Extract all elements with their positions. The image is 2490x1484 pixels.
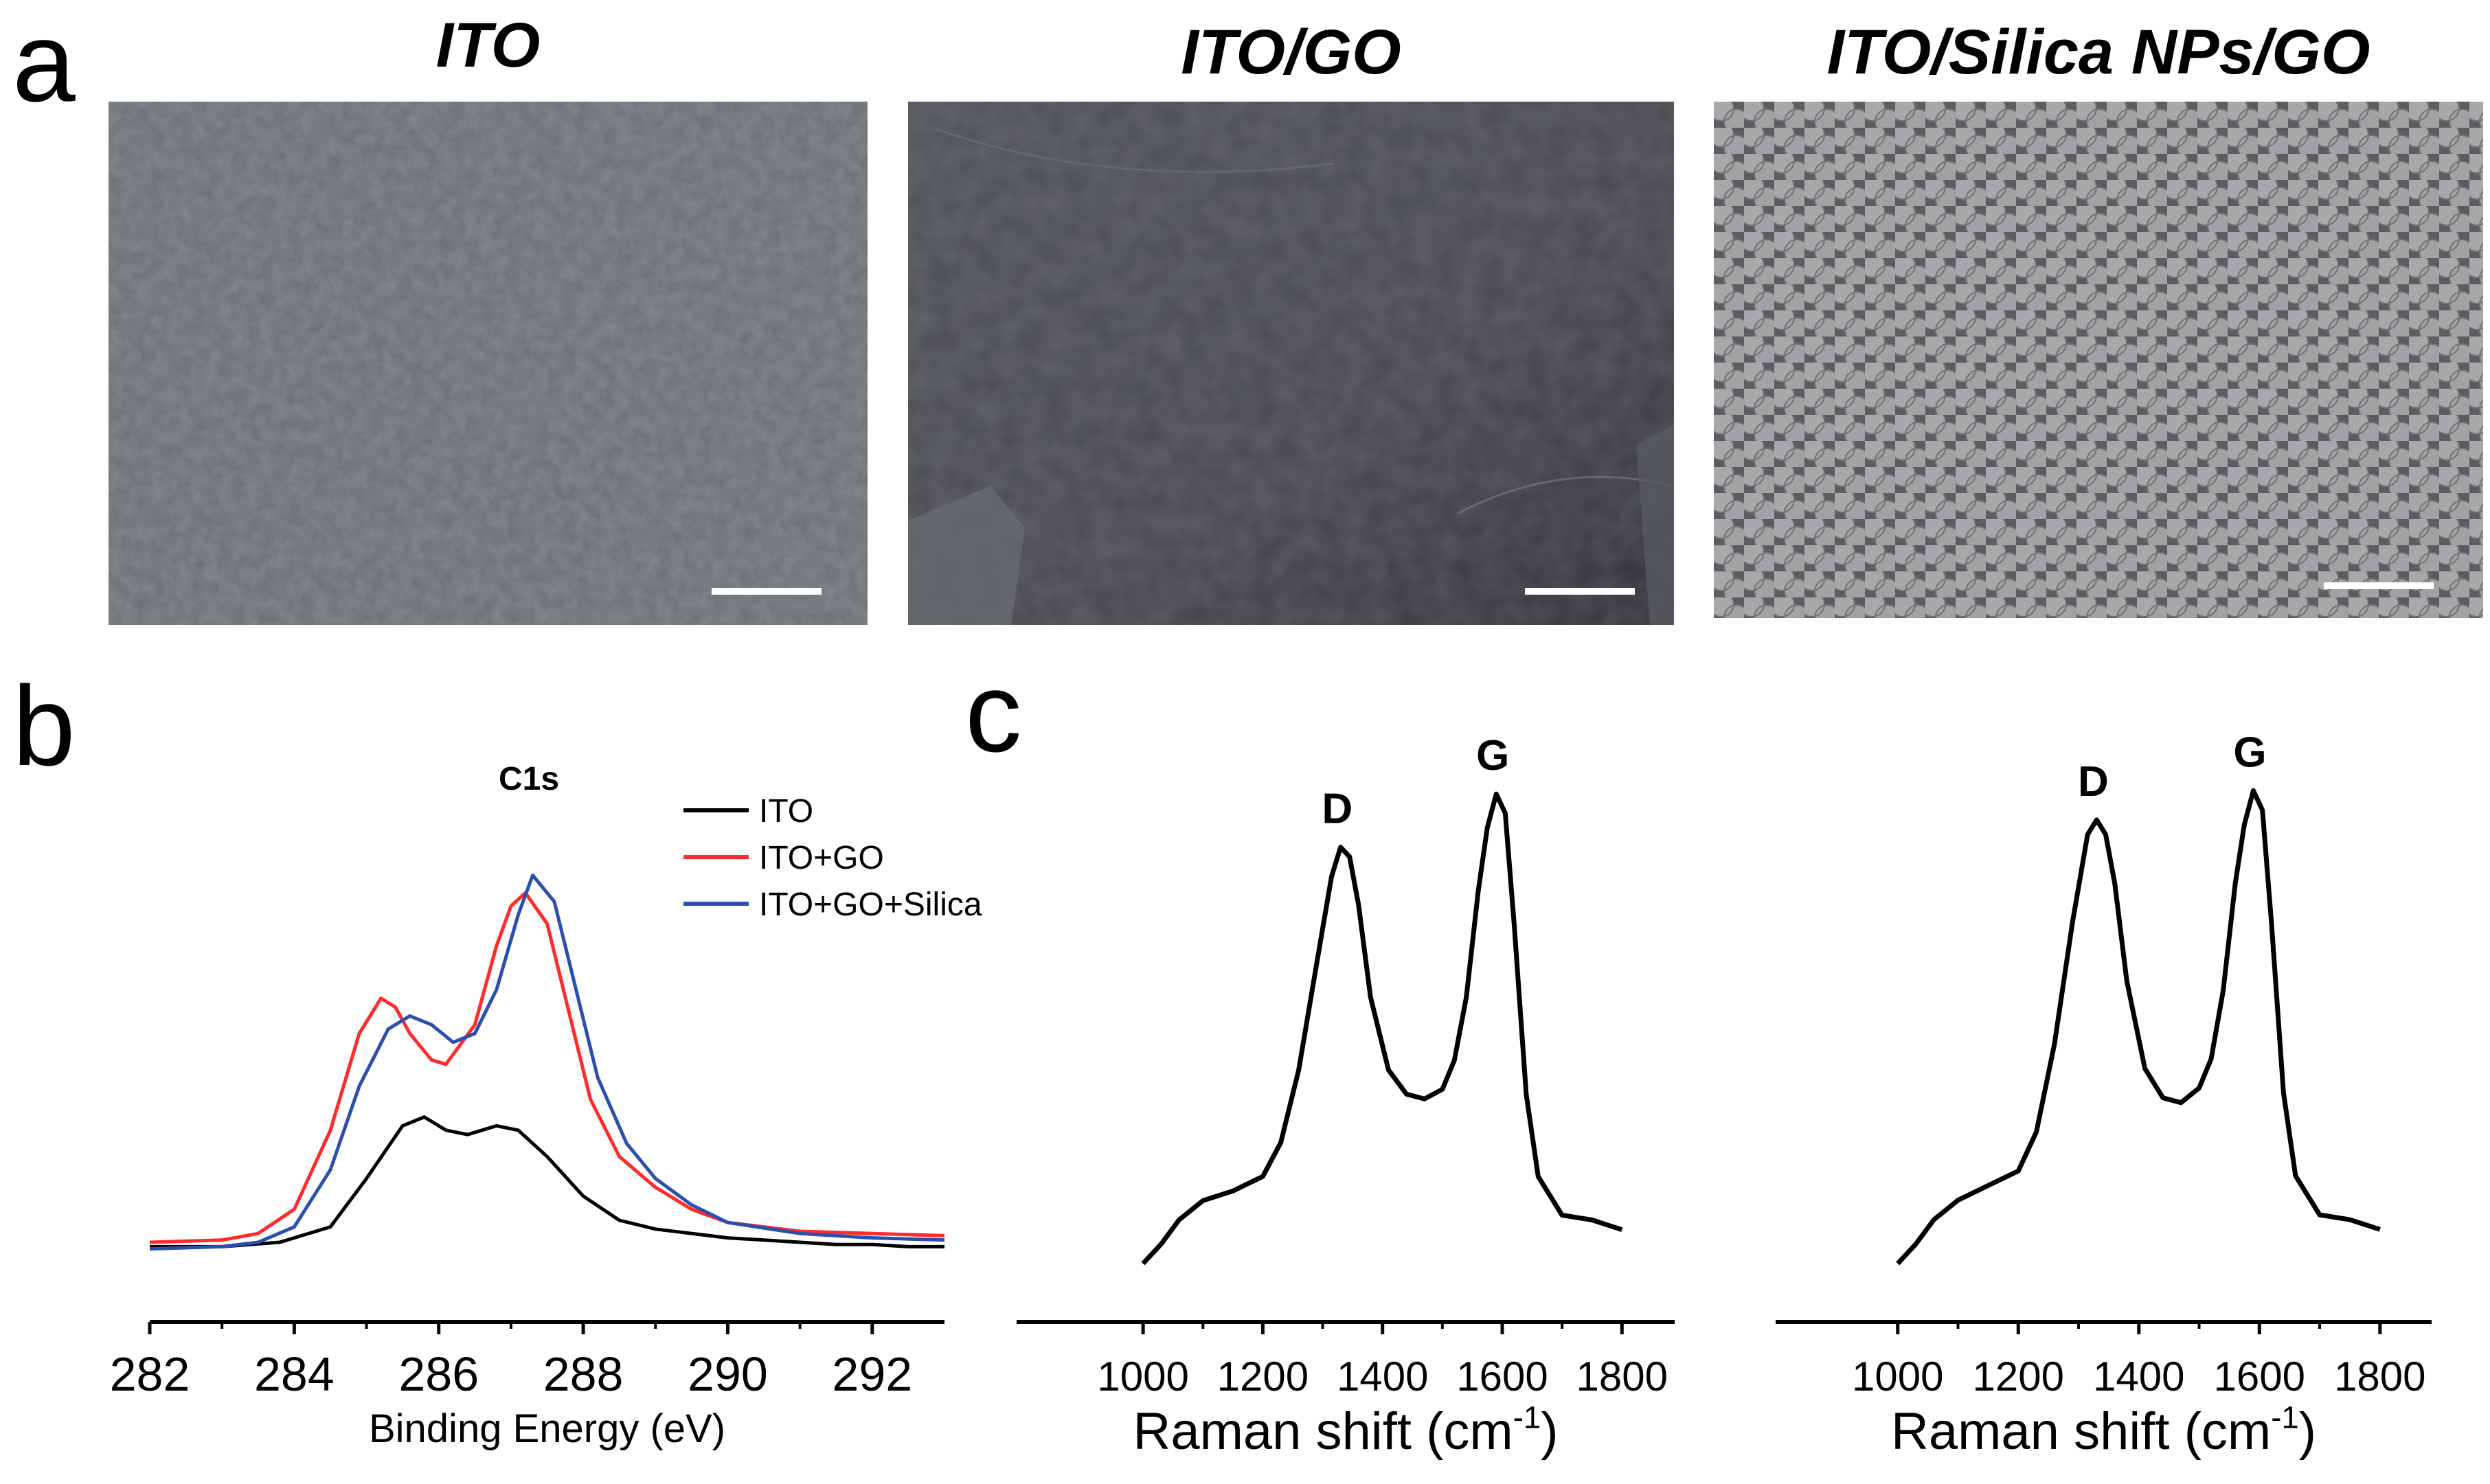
x-tick-label: 1800 <box>2334 1354 2425 1400</box>
panel-label-b: b <box>12 663 76 789</box>
raman-chart-left: 1000 1200 1400 1600 1800 Raman shift (cm-1) D G <box>1017 732 1675 1461</box>
x-tick-label: 1000 <box>1097 1354 1188 1400</box>
xps-chart: 282 284 286 288 290 292 Binding Energy (eV) C1s… <box>110 761 982 1451</box>
peak-label: G <box>2233 729 2266 776</box>
x-tick-label: 1000 <box>1852 1354 1943 1400</box>
x-tick-label: 290 <box>688 1347 768 1401</box>
x-tick-label: 288 <box>543 1347 624 1401</box>
legend-label: ITO+GO+Silica <box>759 887 982 923</box>
series-line-raman <box>1141 791 1623 1266</box>
legend-label: ITO+GO <box>759 840 884 876</box>
x-tick-label: 1200 <box>1973 1354 2064 1400</box>
peak-label: D <box>1322 786 1352 833</box>
x-tick-label: 1600 <box>2214 1354 2305 1400</box>
x-tick-label: 286 <box>398 1347 479 1401</box>
x-tick-label: 284 <box>254 1347 335 1401</box>
x-axis-label: Raman shift (cm-1) <box>1133 1400 1558 1461</box>
sem-title-ito-silica-go: ITO/Silica NPs/GO <box>1826 17 2370 87</box>
x-tick-label: 1400 <box>1337 1354 1428 1400</box>
scale-bar <box>712 588 822 595</box>
x-tick-label: 1800 <box>1576 1354 1668 1400</box>
peak-label: D <box>2078 758 2109 806</box>
sem-title-ito-go: ITO/GO <box>1181 17 1401 87</box>
x-tick-label: 1200 <box>1217 1354 1309 1400</box>
scale-bar <box>1525 588 1635 595</box>
sem-image-ito-silica-go <box>1714 102 2483 618</box>
x-tick-label: 1600 <box>1456 1354 1548 1400</box>
panel-label-c: c <box>965 649 1022 775</box>
series-line-ito-go <box>149 891 945 1244</box>
x-axis-label: Raman shift (cm-1) <box>1891 1400 2316 1461</box>
series-line-ito-go-silica <box>149 874 945 1251</box>
sem-image-ito-go <box>908 102 1674 625</box>
peak-label: G <box>1476 732 1509 779</box>
series-line-ito <box>150 1115 944 1248</box>
x-tick-label: 282 <box>110 1347 190 1401</box>
x-axis-label: Binding Energy (eV) <box>369 1406 725 1451</box>
scale-bar <box>2324 582 2434 589</box>
sem-title-ito: ITO <box>435 10 541 80</box>
x-tick-label: 292 <box>832 1347 912 1401</box>
panel-label-a: a <box>12 0 76 125</box>
c1s-annotation: C1s <box>499 761 559 797</box>
legend-label: ITO <box>759 793 813 830</box>
raman-chart-right: 1000 1200 1400 1600 1800 Raman shift (cm-1) D G <box>1776 729 2432 1461</box>
x-tick-label: 1400 <box>2093 1354 2184 1400</box>
sem-image-ito <box>109 102 868 625</box>
series-line-raman <box>1896 788 2381 1266</box>
